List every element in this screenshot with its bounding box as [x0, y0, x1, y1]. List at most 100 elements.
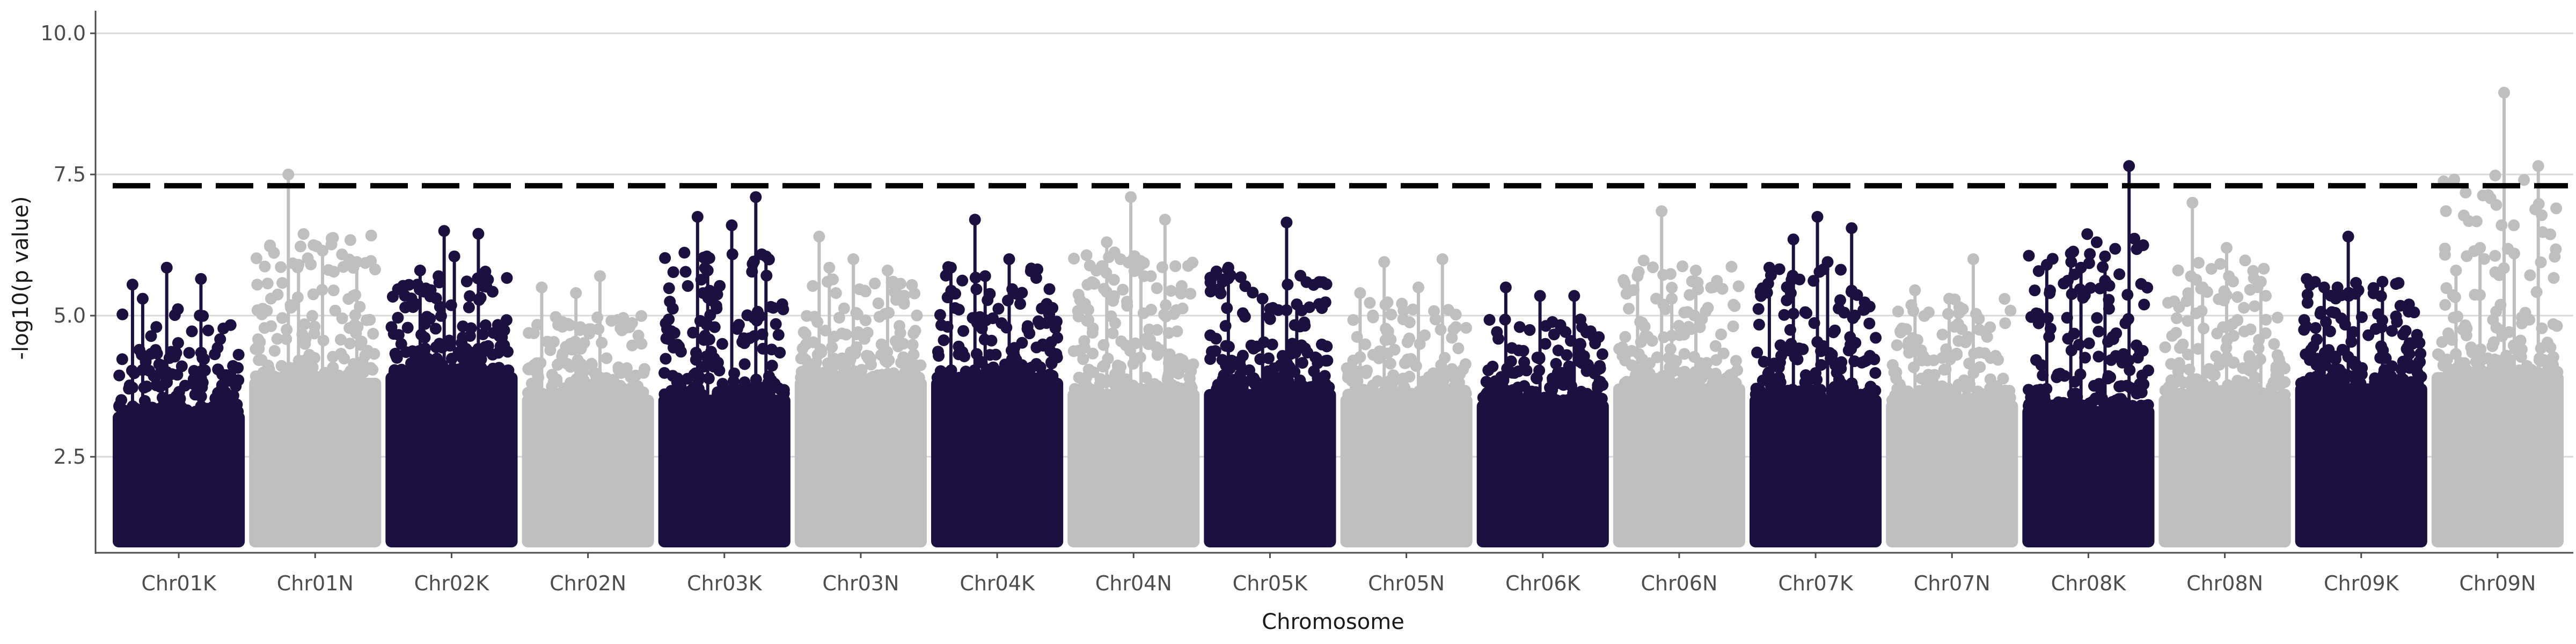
data-point: [2170, 312, 2183, 324]
data-point: [1446, 363, 1458, 375]
data-point: [872, 371, 884, 384]
data-point: [2023, 384, 2035, 396]
data-point: [2396, 374, 2409, 386]
data-point: [2369, 377, 2382, 389]
data-point: [2329, 350, 2341, 363]
data-point: [2081, 228, 2094, 240]
data-point: [2488, 357, 2500, 370]
peak-point: [1436, 253, 1448, 265]
data-point: [1217, 275, 1229, 288]
data-point: [284, 299, 297, 311]
data-point: [2524, 269, 2536, 281]
data-point: [1726, 375, 1739, 387]
data-point: [2538, 354, 2550, 366]
data-point: [663, 282, 675, 295]
data-point: [1107, 327, 1119, 339]
data-point: [1752, 303, 1765, 315]
x-tick-label-Chr07N: Chr07N: [1914, 572, 1990, 595]
data-point: [1316, 338, 1328, 350]
data-point: [909, 287, 920, 299]
data-point: [2159, 341, 2171, 353]
data-point: [1902, 385, 1914, 398]
data-point: [2090, 236, 2103, 248]
data-point: [1539, 338, 1552, 350]
data-point: [1236, 307, 1249, 319]
data-point: [2159, 384, 2171, 397]
data-point: [984, 288, 996, 300]
data-point: [1896, 323, 1908, 334]
data-point: [2058, 370, 2070, 382]
data-point: [2390, 310, 2402, 323]
y-tick-label: 7.5: [54, 163, 86, 186]
data-point: [2298, 324, 2310, 336]
peak-point: [1811, 211, 1824, 223]
x-axis-title: Chromosome: [1262, 610, 1404, 634]
data-point: [356, 355, 369, 368]
data-point: [698, 251, 710, 264]
data-point: [1827, 326, 1840, 339]
data-point: [295, 240, 306, 253]
data-point: [2320, 316, 2332, 328]
data-point: [408, 356, 420, 368]
data-point: [1247, 342, 1260, 355]
data-point: [828, 331, 840, 342]
data-point: [601, 352, 613, 364]
data-point: [801, 310, 813, 322]
peak-point: [726, 219, 738, 231]
data-point: [2208, 369, 2221, 381]
data-point: [1799, 306, 1811, 318]
peak-point: [1846, 222, 1858, 235]
peak-point: [979, 270, 991, 282]
data-point: [1657, 269, 1670, 281]
data-point: [172, 405, 184, 417]
data-point: [1266, 383, 1278, 395]
data-point: [2544, 228, 2557, 240]
data-point: [1266, 338, 1278, 350]
data-point: [2107, 333, 2119, 345]
data-point: [838, 302, 850, 314]
data-point: [2109, 243, 2121, 255]
data-point: [465, 322, 477, 334]
data-point: [2238, 325, 2250, 338]
data-point: [456, 336, 468, 349]
data-point: [2347, 355, 2360, 368]
data-point: [1682, 321, 1695, 333]
data-point: [2300, 348, 2312, 361]
data-point: [1460, 321, 1472, 334]
data-point: [2109, 398, 2121, 411]
x-tick-label-Chr03K: Chr03K: [687, 572, 763, 595]
data-point: [1090, 265, 1102, 277]
data-point: [711, 288, 723, 301]
data-point: [2032, 265, 2045, 277]
data-point: [2173, 357, 2185, 369]
peak-point: [1568, 290, 1580, 302]
chromosome-Chr07N: [1886, 253, 2018, 547]
data-point: [1320, 379, 1332, 392]
data-point: [2455, 357, 2467, 369]
data-point: [327, 284, 340, 297]
data-point: [1709, 340, 1722, 352]
peak-point: [126, 279, 138, 291]
data-point: [2386, 325, 2398, 337]
data-point: [956, 274, 969, 287]
peak-point: [1821, 256, 1834, 268]
data-point: [1151, 282, 1163, 294]
data-point: [1979, 326, 1991, 338]
data-point: [2411, 367, 2424, 379]
data-point: [2279, 362, 2291, 375]
data-point: [2171, 387, 2183, 400]
data-point: [1781, 294, 1793, 306]
data-point: [1673, 320, 1685, 332]
data-point: [738, 376, 751, 389]
data-point: [2374, 352, 2387, 364]
data-point: [1234, 271, 1247, 283]
data-point: [987, 312, 999, 324]
data-point: [617, 389, 629, 401]
data-point: [150, 321, 163, 333]
data-point: [770, 318, 782, 330]
peak-point: [1967, 253, 1979, 265]
data-point: [1204, 286, 1217, 298]
y-axis-title: -log10(p value): [9, 196, 33, 360]
data-point: [2314, 368, 2326, 380]
data-point: [1078, 335, 1091, 347]
